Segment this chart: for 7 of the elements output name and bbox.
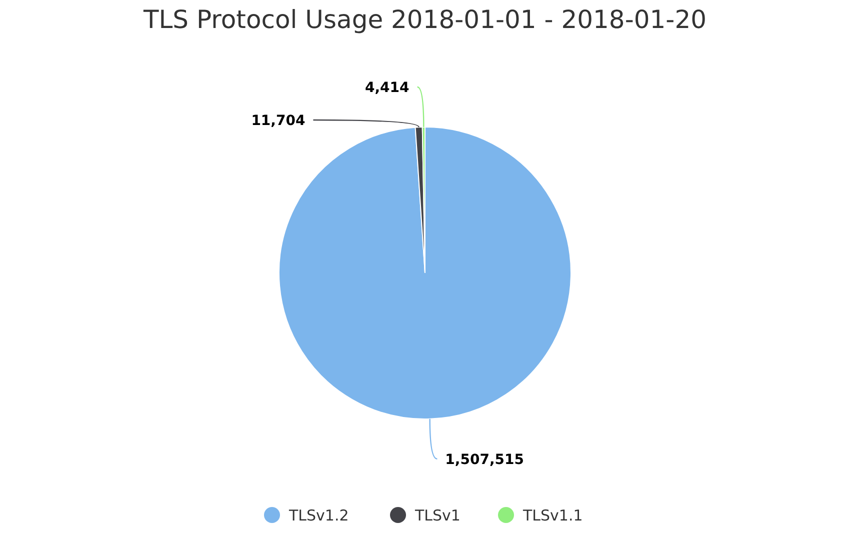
data-label: 11,704 <box>251 112 306 129</box>
legend-label: TLSv1.2 <box>288 506 349 524</box>
chart-title: TLS Protocol Usage 2018-01-01 - 2018-01-20 <box>142 5 707 34</box>
legend-label: TLSv1.1 <box>522 506 583 524</box>
data-label: 4,414 <box>365 80 410 96</box>
data-label: 1,507,515 <box>445 452 524 468</box>
legend-label: TLSv1 <box>414 506 460 524</box>
